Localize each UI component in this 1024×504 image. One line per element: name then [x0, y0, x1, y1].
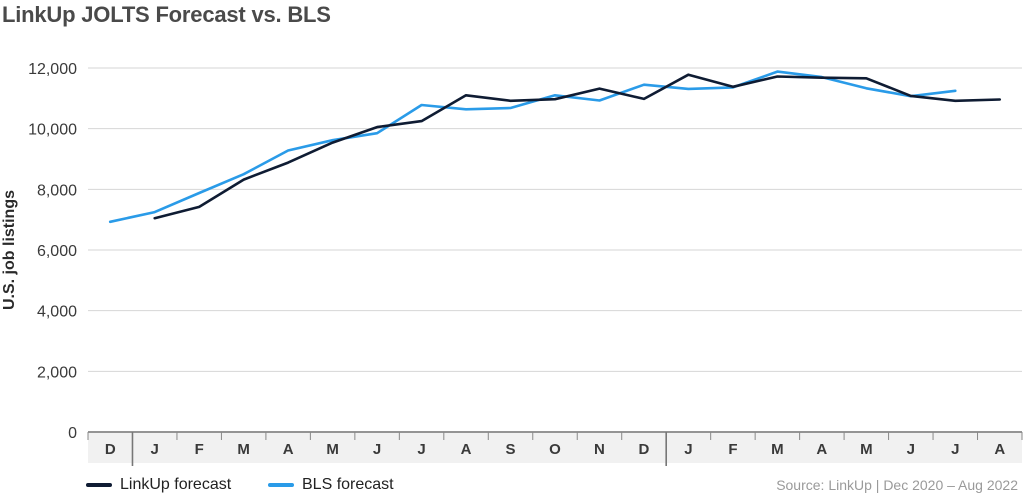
- x-tick-label: J: [417, 441, 425, 458]
- x-tick-label: J: [151, 441, 159, 458]
- x-tick-label: D: [639, 441, 650, 458]
- x-tick-label: M: [860, 441, 873, 458]
- x-tick-label: M: [326, 441, 339, 458]
- gridlines: [88, 67, 1022, 372]
- series-lines: [108, 70, 1002, 224]
- legend-swatch-linkup: [86, 483, 112, 487]
- x-tick-label: D: [105, 441, 116, 458]
- y-tick-label: 8,000: [37, 182, 77, 199]
- x-tick-label: J: [373, 441, 381, 458]
- legend-item-linkup: LinkUp forecast: [86, 476, 231, 494]
- legend-item-bls: BLS forecast: [268, 476, 394, 494]
- y-tick-label: 2,000: [37, 364, 77, 381]
- legend-swatch-bls: [268, 483, 294, 487]
- series-line-bls: [108, 70, 957, 224]
- x-tick-label: O: [549, 441, 561, 458]
- x-axis-band: [88, 433, 1022, 463]
- x-tick-label: J: [684, 441, 692, 458]
- x-tick-label: F: [728, 441, 737, 458]
- x-tick-label: A: [461, 441, 472, 458]
- legend-label-bls: BLS forecast: [302, 476, 394, 493]
- y-tick-label: 10,000: [28, 122, 77, 139]
- source-note: Source: LinkUp | Dec 2020 – Aug 2022: [776, 477, 1018, 493]
- line-chart: 0 2,000 4,000 6,000 8,000 10,000 12,000 D J F M A M…: [1, 61, 1023, 466]
- x-tick-label: M: [237, 441, 250, 458]
- x-tick-label: A: [816, 441, 827, 458]
- x-tick-label: J: [907, 441, 915, 458]
- y-tick-label: 12,000: [28, 61, 77, 78]
- y-axis-label: U.S. job listings: [1, 190, 18, 310]
- x-tick-label: F: [195, 441, 204, 458]
- x-tick-label: A: [994, 441, 1005, 458]
- series-line-linkup: [153, 73, 1002, 220]
- y-tick-label: 0: [68, 425, 77, 442]
- y-tick-label: 4,000: [37, 304, 77, 321]
- chart-title: LinkUp JOLTS Forecast vs. BLS: [2, 2, 331, 27]
- x-tick-label: N: [594, 441, 605, 458]
- legend-label-linkup: LinkUp forecast: [120, 476, 232, 493]
- x-tick-label: J: [951, 441, 959, 458]
- x-tick-label: A: [283, 441, 294, 458]
- x-tick-label: S: [506, 441, 516, 458]
- y-axis: 0 2,000 4,000 6,000 8,000 10,000 12,000: [28, 61, 77, 442]
- y-tick-label: 6,000: [37, 243, 77, 260]
- x-tick-label: M: [771, 441, 784, 458]
